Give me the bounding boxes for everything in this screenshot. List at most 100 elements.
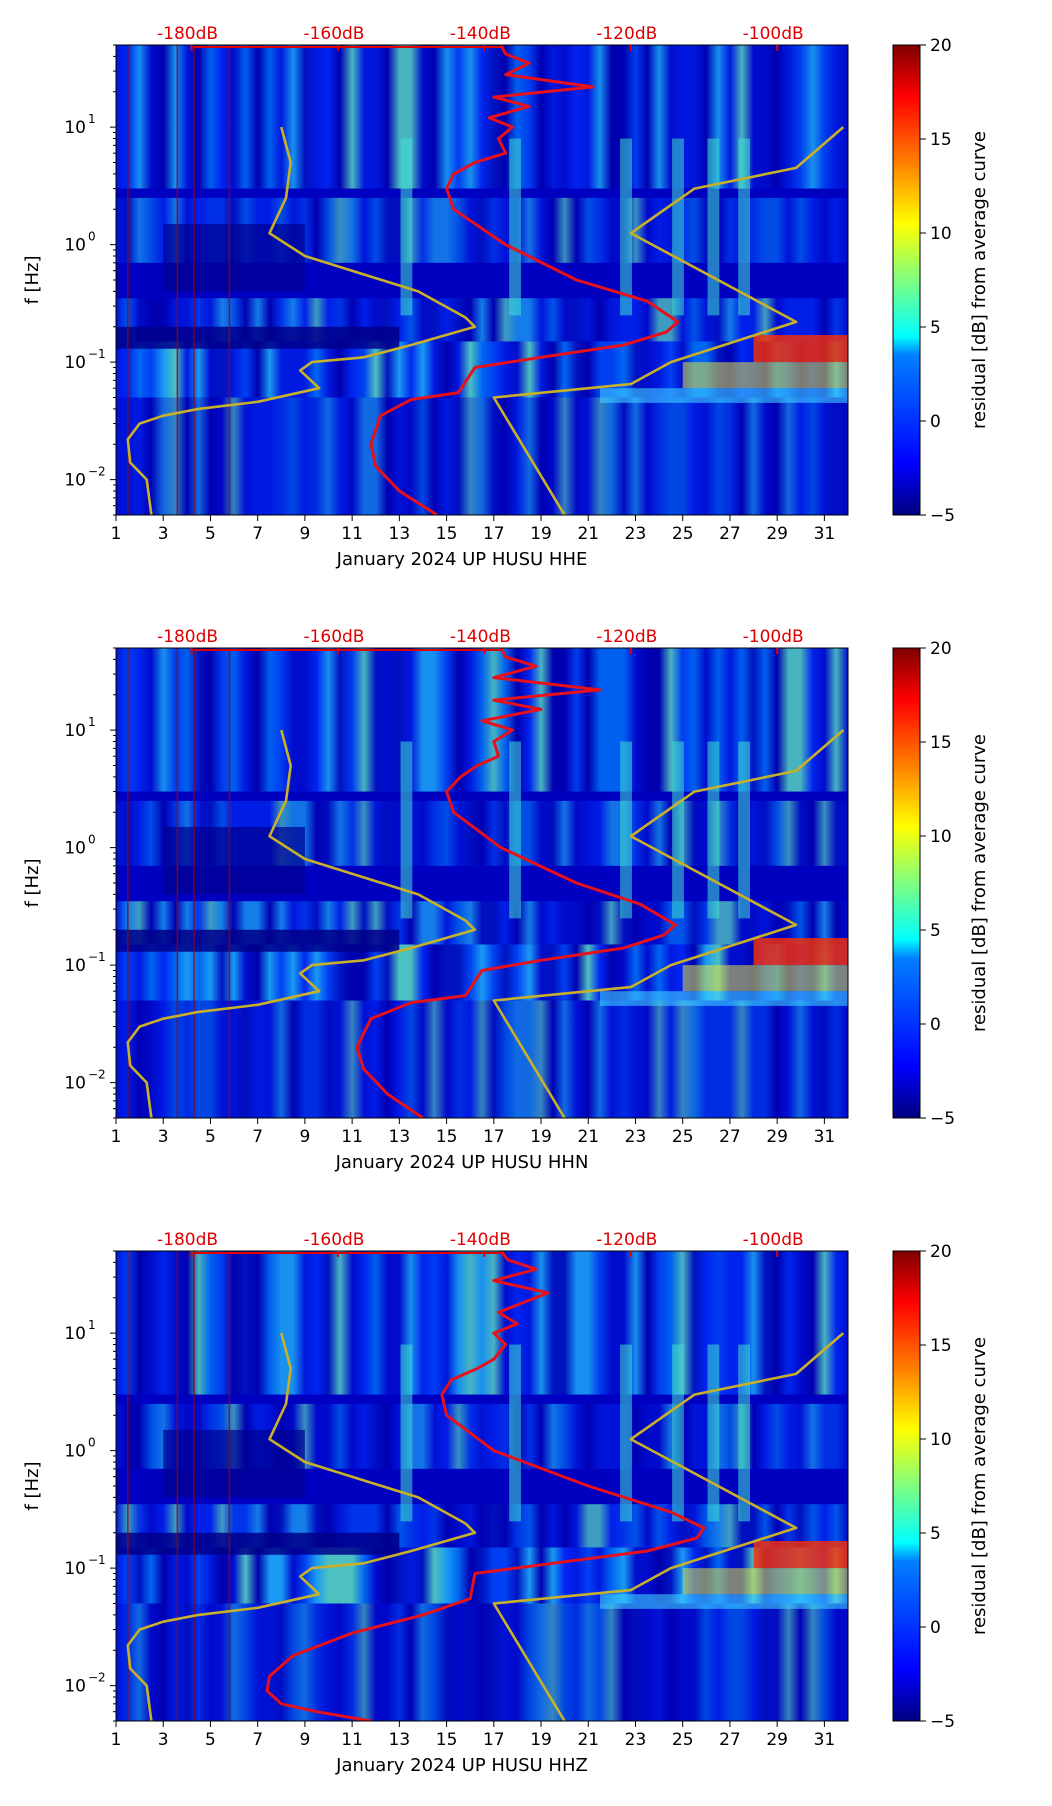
colorbar-tick-label: 15 xyxy=(930,130,952,150)
x-tick-label: 21 xyxy=(577,1127,599,1147)
colorbar-tick-label: 5 xyxy=(930,1524,941,1544)
colorbar-gradient xyxy=(892,1250,921,1722)
heatmap-band xyxy=(116,45,848,189)
heatmap-event-column xyxy=(672,1344,684,1522)
noise-model-curve-yellow xyxy=(126,126,477,515)
x-tick-label: 19 xyxy=(530,524,552,544)
x-tick-label: 5 xyxy=(205,1730,216,1750)
heatmap-quiet-region xyxy=(163,223,305,292)
heatmap-band xyxy=(116,1251,848,1395)
heatmap-warm-band xyxy=(682,965,848,992)
noise-model-curve-yellow xyxy=(126,1332,477,1721)
x-tick-label: 7 xyxy=(252,524,263,544)
heatmap-band xyxy=(116,397,848,515)
colorbar-tick-label: 5 xyxy=(930,921,941,941)
heatmap-event-column xyxy=(400,1344,413,1522)
x-tick-label: 1 xyxy=(111,1127,122,1147)
y-tick-exponent: −1 xyxy=(88,347,106,361)
heatmap-quiet-region xyxy=(116,1532,400,1555)
y-tick-label: 10 xyxy=(64,1324,86,1344)
x-tick-label: 23 xyxy=(625,524,647,544)
x-tick-label: 5 xyxy=(205,524,216,544)
y-tick-exponent: −1 xyxy=(88,1553,106,1567)
colorbar-tick-label: −5 xyxy=(930,1712,955,1732)
heatmap-event-column xyxy=(509,138,521,316)
x-tick-label: 3 xyxy=(158,1127,169,1147)
heatmap-warm-band xyxy=(600,388,848,403)
top-db-label: -160dB xyxy=(303,24,364,44)
colorbar-tick-label: 10 xyxy=(930,1430,952,1450)
x-tick-label: 9 xyxy=(299,1730,310,1750)
colorbar-tick-label: −5 xyxy=(930,1109,955,1129)
x-tick-label: 9 xyxy=(299,1127,310,1147)
y-tick-exponent: 0 xyxy=(88,230,96,244)
heatmap-warm-band xyxy=(600,991,848,1006)
y-tick-exponent: 1 xyxy=(88,112,96,126)
colorbar-tick-label: 10 xyxy=(930,224,952,244)
x-tick-label: 13 xyxy=(389,524,411,544)
y-tick-label: 10 xyxy=(64,956,86,976)
heatmap-event-column xyxy=(707,138,720,316)
colorbar: −5 0 5 10 15 20 residual [dB] from average cur… xyxy=(892,1242,990,1732)
x-tick-label: 29 xyxy=(766,524,788,544)
top-db-label: -160dB xyxy=(303,1230,364,1250)
colorbar-tick-label: −5 xyxy=(930,506,955,526)
top-db-label: -180dB xyxy=(157,24,218,44)
x-tick-label: 19 xyxy=(530,1127,552,1147)
x-tick-label: 29 xyxy=(766,1730,788,1750)
colorbar-tick-label: 20 xyxy=(930,1242,952,1262)
y-tick-exponent: −2 xyxy=(88,465,106,479)
y-tick-label: 10 xyxy=(64,839,86,859)
heatmap-event-column xyxy=(738,138,751,316)
colorbar: −5 0 5 10 15 20 residual [dB] from average cur… xyxy=(892,36,990,526)
colorbar-label: residual [dB] from average curve xyxy=(969,131,990,429)
x-axis-label: January 2024 UP HUSU HHZ xyxy=(335,1755,588,1776)
heatmap-event-column xyxy=(620,138,632,316)
heatmap-event-column xyxy=(672,741,684,919)
heatmap-hot-band xyxy=(753,938,848,966)
average-curve-red xyxy=(265,1251,706,1721)
y-tick-exponent: 1 xyxy=(88,715,96,729)
y-tick-exponent: −2 xyxy=(88,1671,106,1685)
heatmap-event-column xyxy=(509,741,521,919)
x-tick-label: 17 xyxy=(483,1127,505,1147)
x-tick-label: 27 xyxy=(719,1730,741,1750)
heatmap-event-column xyxy=(707,1344,720,1522)
y-tick-exponent: −2 xyxy=(88,1068,106,1082)
x-tick-label: 25 xyxy=(672,1730,694,1750)
x-tick-label: 7 xyxy=(252,1127,263,1147)
y-tick-exponent: 0 xyxy=(88,1436,96,1450)
top-db-label: -120dB xyxy=(596,1230,657,1250)
x-tick-label: 17 xyxy=(483,524,505,544)
x-tick-label: 25 xyxy=(672,1127,694,1147)
heatmap-hot-band xyxy=(753,335,848,363)
x-tick-label: 1 xyxy=(111,1730,122,1750)
colorbar-tick-label: 20 xyxy=(930,36,952,56)
y-tick-label: 10 xyxy=(64,471,86,491)
average-curve-red xyxy=(369,45,680,515)
x-tick-label: 11 xyxy=(341,524,363,544)
heatmap-event-column xyxy=(400,741,413,919)
x-tick-label: 15 xyxy=(436,524,458,544)
colorbar-gradient xyxy=(892,44,921,516)
heatmap-event-column xyxy=(400,138,413,316)
colorbar-tick-label: 15 xyxy=(930,1336,952,1356)
heatmap-event-column xyxy=(620,1344,632,1522)
heatmap-hot-band xyxy=(753,1541,848,1569)
x-tick-label: 3 xyxy=(158,524,169,544)
colorbar-gradient xyxy=(892,647,921,1119)
x-tick-label: 9 xyxy=(299,524,310,544)
y-tick-label: 10 xyxy=(64,721,86,741)
x-tick-label: 23 xyxy=(625,1730,647,1750)
y-tick-exponent: 0 xyxy=(88,833,96,847)
y-tick-label: 10 xyxy=(64,353,86,373)
heatmap-warm-band xyxy=(682,1568,848,1595)
top-db-label: -100dB xyxy=(743,1230,804,1250)
top-db-label: -140dB xyxy=(450,627,511,647)
x-axis-label: January 2024 UP HUSU HHE xyxy=(336,549,588,570)
x-tick-label: 15 xyxy=(436,1730,458,1750)
top-db-label: -120dB xyxy=(596,627,657,647)
top-db-label: -140dB xyxy=(450,1230,511,1250)
